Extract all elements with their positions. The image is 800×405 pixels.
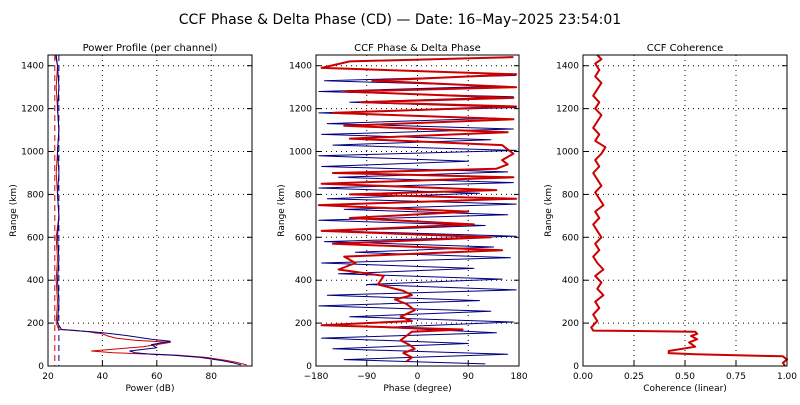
power-y-tick-label: 800 xyxy=(27,190,44,200)
phase-x-tick-label: 180 xyxy=(510,372,527,382)
coherence-y-tick-label: 1200 xyxy=(556,105,579,115)
phase-y-axis-label: Range (km) xyxy=(277,184,287,236)
power-y-tick-label: 200 xyxy=(27,319,44,329)
power-y-tick-label: 1000 xyxy=(21,148,44,158)
coherence-x-tick-label: 0.25 xyxy=(624,372,644,382)
power-x-tick-label: 80 xyxy=(205,372,217,382)
power-x-tick-label: 60 xyxy=(151,372,163,382)
phase-y-tick-label: 0 xyxy=(306,362,312,372)
coherence-y-tick-label: 600 xyxy=(562,233,579,243)
power-y-tick-label: 0 xyxy=(38,362,44,372)
coherence-chart: CCF Coherence 0 200 400 600 800 1000 1200 1400 0.… xyxy=(544,43,797,394)
coherence-series-red-line xyxy=(590,54,788,367)
coherence-title: CCF Coherence xyxy=(647,43,724,54)
phase-series-red-line xyxy=(317,56,518,363)
coherence-x-tick-label: 0.50 xyxy=(675,372,695,382)
coherence-y-tick-label: 400 xyxy=(562,276,579,286)
coherence-x-tick-label: 0.00 xyxy=(573,372,593,382)
phase-y-tick-label: 800 xyxy=(295,190,312,200)
phase-plot-frame xyxy=(315,54,520,367)
coherence-x-axis-label: Coherence (linear) xyxy=(643,384,727,394)
coherence-y-tick-label: 0 xyxy=(573,362,579,372)
power-plot-frame xyxy=(47,54,253,367)
power-x-axis-label: Power (dB) xyxy=(126,384,175,394)
power-chart: Power Profile (per channel) 0 200 400 600 800… xyxy=(9,43,253,394)
power-x-tick-label: 40 xyxy=(97,372,109,382)
phase-x-tick-label: 90 xyxy=(463,372,475,382)
coherence-plot-frame xyxy=(582,54,788,367)
figure-title: CCF Phase & Delta Phase (CD) — Date: 16–… xyxy=(179,12,621,28)
phase-x-tick-label: 0 xyxy=(415,372,421,382)
coherence-y-tick-label: 1400 xyxy=(556,62,579,72)
coherence-y-axis-label: Range (km) xyxy=(544,184,554,236)
coherence-y-tick-label: 200 xyxy=(562,319,579,329)
phase-y-tick-label: 1400 xyxy=(289,62,312,72)
power-y-tick-label: 600 xyxy=(27,233,44,243)
phase-title: CCF Phase & Delta Phase xyxy=(354,43,481,54)
coherence-x-tick-label: 0.75 xyxy=(726,372,746,382)
phase-x-tick-label: −90 xyxy=(357,372,376,382)
power-series-red-line xyxy=(54,54,247,366)
phase-x-axis-label: Phase (degree) xyxy=(383,384,451,394)
power-y-axis-label: Range (km) xyxy=(9,184,19,236)
phase-chart: CCF Phase & Delta Phase 0 200 400 600 800 1000… xyxy=(277,43,528,394)
coherence-y-tick-label: 1000 xyxy=(556,148,579,158)
power-x-tick-label: 20 xyxy=(42,372,54,382)
phase-y-tick-label: 1000 xyxy=(289,148,312,158)
phase-series-navy-line xyxy=(318,74,517,365)
power-y-tick-label: 400 xyxy=(27,276,44,286)
power-y-tick-label: 1400 xyxy=(21,62,44,72)
phase-y-tick-label: 400 xyxy=(295,276,312,286)
power-y-tick-label: 1200 xyxy=(21,105,44,115)
power-title: Power Profile (per channel) xyxy=(83,43,218,54)
phase-y-tick-label: 1200 xyxy=(289,105,312,115)
coherence-x-tick-label: 1.00 xyxy=(777,372,797,382)
phase-x-tick-label: −180 xyxy=(304,372,329,382)
coherence-y-tick-label: 800 xyxy=(562,190,579,200)
power-series-navy-line xyxy=(55,54,242,366)
phase-y-tick-label: 200 xyxy=(295,319,312,329)
phase-y-tick-label: 600 xyxy=(295,233,312,243)
